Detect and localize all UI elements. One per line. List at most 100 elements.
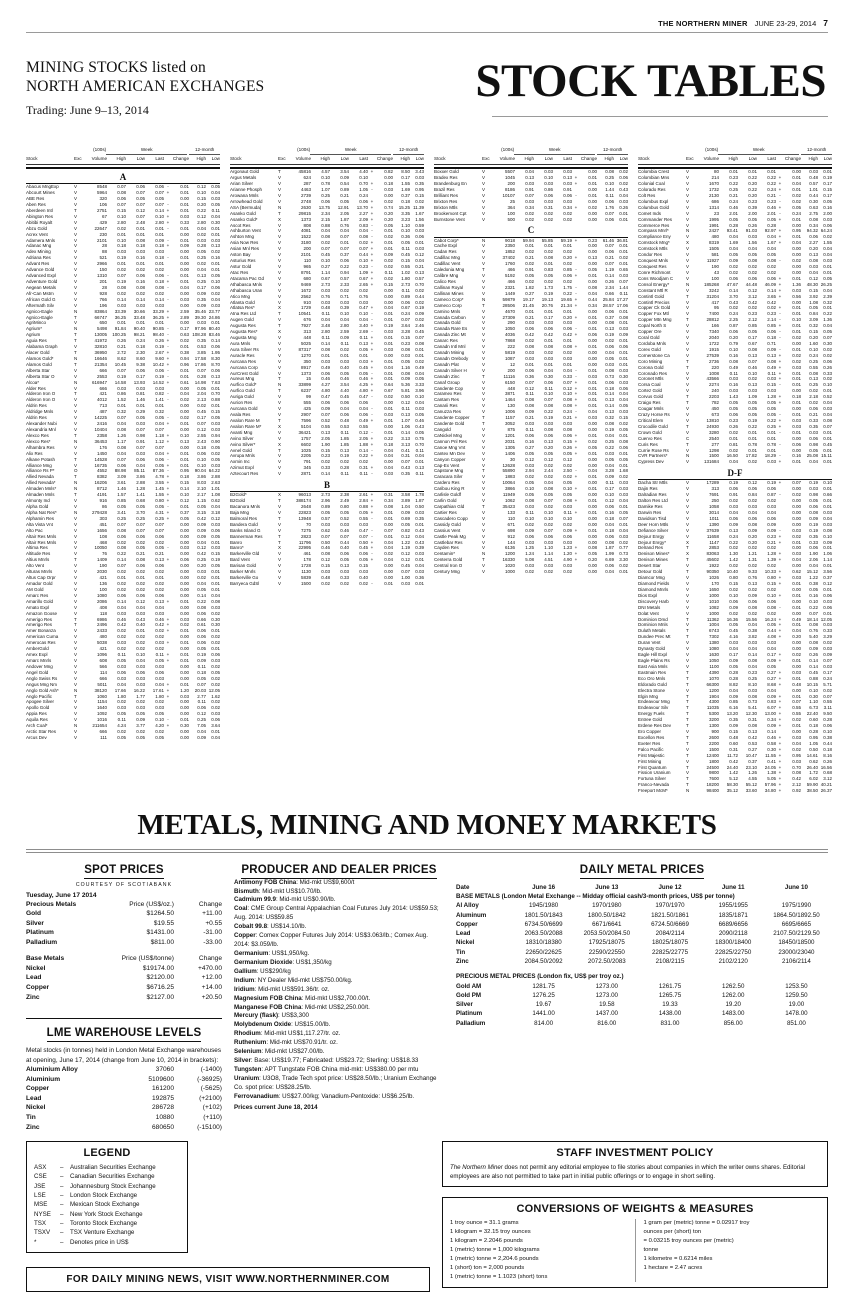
table-row[interactable]: Aston Bay V 2101 0.45 0.37 0.44 +0.09 0.45 0.12 bbox=[230, 252, 424, 258]
table-row[interactable]: Copal North S V 166 0.87 0.85 0.85 +0.01 0.32 0.… bbox=[638, 323, 832, 329]
table-row[interactable]: Condor Res V 581 0.05 0.05 0.05 0.00 0.13 0.04 bbox=[638, 252, 832, 258]
table-row[interactable]: Alkane Potash T 14528 0.07 0.06 0.06-0.01 0.10… bbox=[26, 456, 220, 462]
table-row[interactable]: Agrium* N 5498 91.84 90.40 90.85-0.17 97.96 80.… bbox=[26, 326, 220, 332]
table-row[interactable]: Damike Res V 1058 0.03 0.03 0.03 0.00 0.06 0.01 bbox=[638, 504, 832, 509]
table-row[interactable]: African Gold G V 766 0.14 0.14 0.14-0.03 0.35 0… bbox=[26, 296, 220, 302]
table-row[interactable]: Barker Mnrls V 1130 0.03 0.03 0.03 0.00 0.07 0.0… bbox=[230, 569, 424, 575]
table-row[interactable]: Cayden Res V 6136 1.25 1.10 1.23 +0.08 1.87 0.77 bbox=[434, 545, 628, 551]
table-row[interactable]: Columbus Expl V 686 0.24 0.23 0.23-0.02 0.30 0.… bbox=[638, 198, 832, 204]
table-row[interactable]: Agrium T 13005 100.25 98.21 98.40-0.63 108.28 8… bbox=[26, 332, 220, 338]
table-row[interactable]: Canadn Orebody V 1087 0.03 0.03 0.03 0.00 0.05 0… bbox=[434, 355, 628, 361]
table-row[interactable]: Amex Expl V 1096 0.11 0.10 0.11 +0.01 0.19 0.06 bbox=[26, 652, 220, 658]
table-row[interactable]: Fortuna Silver T 7600 5.12 4.55 5.05 +0.42 6.02… bbox=[638, 776, 832, 782]
table-row[interactable]: Candente Gold T 3052 0.03 0.03 0.03 0.00 0.08 0.… bbox=[434, 421, 628, 427]
table-row[interactable]: Energy Fuels T 5300 13.20 12.30 13.00 +0.55 22.… bbox=[638, 711, 832, 717]
table-row[interactable]: Colombian Mns V 214 0.23 0.22 0.22 +0.01 0.48 0.… bbox=[638, 175, 832, 181]
table-row[interactable]: Cap-Ex Vent V 12628 0.03 0.02 0.02 0.00 0.04 0.0… bbox=[434, 462, 628, 468]
table-row[interactable]: Athabasca Mnls V 9469 2.73 2.33 2.65 +0.15 2.73… bbox=[230, 281, 424, 287]
table-row[interactable]: Alturas Mnrls V 2030 0.02 0.02 0.02 0.00 0.03 0.… bbox=[26, 569, 220, 575]
table-row[interactable]: Exeter Res T 2200 0.60 0.53 0.58 +0.04 1.05 0.44 bbox=[638, 740, 832, 746]
table-row[interactable]: Cache Expl V 2350 0.01 0.01 0.01 0.00 0.07 0.01 bbox=[434, 243, 628, 249]
table-row[interactable]: Augusta Res T 7927 3.48 2.80 3.40 +0.19 3.64 2.4… bbox=[230, 323, 424, 329]
table-row[interactable]: Defiance Silver V 37639 0.13 0.09 0.09-0.03 0.… bbox=[638, 527, 832, 533]
table-row[interactable]: Corona Gold T 220 0.49 0.46 0.49 +0.03 0.55 0.26 bbox=[638, 364, 832, 370]
table-row[interactable]: Arch Coal* N 211654 4.24 3.77 4.20 +0.30 7.05 3.… bbox=[26, 723, 220, 729]
table-row[interactable]: Cartier Res V 133 0.11 0.10 0.11 +0.01 0.16 0.05 bbox=[434, 509, 628, 515]
table-row[interactable]: Eastmain Res T 4390 0.28 0.23 0.27 +0.03 0.45 0.… bbox=[638, 669, 832, 675]
table-row[interactable]: Auriga Gold V 99 0.47 0.45 0.47-0.02 0.50 0.10 bbox=[230, 394, 424, 400]
table-row[interactable]: Brixton Res V 25 0.03 0.03 0.03 0.00 0.06 0.03 bbox=[434, 198, 628, 204]
table-row[interactable]: Atac Res V 8791 1.14 0.94 1.09 +0.11 1.02 0.13 bbox=[230, 269, 424, 275]
table-row[interactable]: Comstock Mng* X 8319 1.69 1.56 1.67 +0.04 2.27 1… bbox=[638, 240, 832, 246]
table-row[interactable]: Delrand Res T 2853 0.02 0.02 0.02 0.00 0.06 0.01 bbox=[638, 545, 832, 551]
table-row[interactable]: Colonial Coal V 1670 0.22 0.20 0.22 +0.04 0.57 0… bbox=[638, 181, 832, 187]
table-row[interactable]: Constant Mtl R V 3242 0.14 0.12 0.14 +0.03 0.15… bbox=[638, 287, 832, 293]
table-row[interactable]: Currie Rose Rs V 1298 0.02 0.01 0.01 0.00 0.05 0… bbox=[638, 447, 832, 453]
table-row[interactable]: Altitude Res V 76 0.22 0.21 0.21 0.00 0.42 0.15 bbox=[26, 551, 220, 557]
table-row[interactable]: B2Gold* X 96013 2.73 2.38 2.61 +0.31 3.58 1.78 bbox=[230, 492, 424, 498]
table-row[interactable]: Cassidy Gold V 671 0.02 0.02 0.02 0.00 0.04 0.01 bbox=[434, 521, 628, 527]
table-row[interactable]: Deer Horn Mtls V 1390 0.09 0.08 0.09 0.00 0.19 0… bbox=[638, 521, 832, 527]
table-row[interactable]: Denison Mines* X 83063 1.30 1.21 1.28 +0.03 1.9… bbox=[638, 551, 832, 557]
table-row[interactable]: Carlisle Goldf V 11949 0.05 0.05 0.05 0.00 0.10… bbox=[434, 492, 628, 498]
table-row[interactable]: Arrowhead Gold V 2748 0.06 0.05 0.06 +0.02 0.18… bbox=[230, 198, 424, 204]
table-row[interactable]: Excellon Res T 2600 0.48 0.42 0.46 +0.03 0.95 0.… bbox=[638, 734, 832, 740]
table-row[interactable]: Camino Mnls V 4670 0.01 0.01 0.01 0.00 0.06 0.01 bbox=[434, 308, 628, 314]
table-row[interactable]: Aftermath Silv V 196 0.03 0.03 0.03 0.00 0.09 0.… bbox=[26, 302, 220, 308]
table-row[interactable]: Amazon Goose V 118 0.03 0.03 0.03 0.00 0.06 0.02 bbox=[26, 610, 220, 616]
table-row[interactable]: Alacer Gold T 36950 2.72 2.30 2.67 +0.38 3.85 1.… bbox=[26, 350, 220, 356]
table-row[interactable]: Callinan Royal V 2321 1.82 1.73 1.75-0.08 2.34… bbox=[434, 284, 628, 290]
table-row[interactable]: Dundee Prec Mt T 7302 4.16 3.82 4.08 +0.20 5.40… bbox=[638, 634, 832, 640]
table-row[interactable]: Copper Fox Mtl V 7400 0.24 0.23 0.23-0.01 0.84… bbox=[638, 311, 832, 317]
table-row[interactable]: Calibre Mng V 5192 0.05 0.05 0.06 +0.01 0.14 0.0… bbox=[434, 273, 628, 279]
table-row[interactable]: Eco Oro Mnls T 1070 0.28 0.25 0.27 +0.01 0.88 0.… bbox=[638, 675, 832, 681]
table-row[interactable]: Cascadero Copp V 110 0.10 0.10 0.10 0.00 0.18 0.… bbox=[434, 515, 628, 521]
table-row[interactable]: Anglo Pacific T 1060 1.80 1.77 1.80 +0.03 2.77 1… bbox=[26, 693, 220, 699]
table-row[interactable]: Dominion Dmd T 11362 16.36 15.56 16.24 +0.49 18… bbox=[638, 616, 832, 622]
table-row[interactable]: Discovery Harb V 1010 0.06 0.06 0.06 0.00 0.10 0… bbox=[638, 598, 832, 604]
table-row[interactable]: Brilliant Res V 10107 0.07 0.06 0.06-0.01 0.11… bbox=[434, 192, 628, 198]
table-row[interactable]: Colombia Crest V 80 0.01 0.01 0.01 0.00 0.03 0.0… bbox=[638, 169, 832, 175]
table-row[interactable]: Canarc Res V 7868 0.02 0.01 0.01 0.00 0.02 0.01 bbox=[434, 338, 628, 344]
table-row[interactable]: Almaden Mnls T 4191 1.57 1.41 1.55 +0.10 2.17 1.… bbox=[26, 492, 220, 498]
table-row[interactable]: Eagle Plains Rs V 1050 0.09 0.08 0.09 +0.01 0.1… bbox=[638, 657, 832, 663]
promo-banner[interactable]: FOR DAILY MINING NEWS, VISIT WWW.NORTHER… bbox=[26, 1266, 430, 1292]
table-row[interactable]: Dajin Res V 313 0.06 0.06 0.06 0.00 0.03 0.01 bbox=[638, 486, 832, 492]
table-row[interactable]: Diamcor Mng V 1026 0.80 0.76 0.80 +0.03 1.22 0.3… bbox=[638, 575, 832, 581]
table-row[interactable]: Aguia Res T 41972 0.26 0.24 0.26 +0.02 0.35 0.14 bbox=[26, 338, 220, 344]
table-row[interactable]: Dominion Mnls V 1004 0.05 0.04 0.05 +0.01 0.08 0… bbox=[638, 622, 832, 628]
table-row[interactable]: Ashburton Vent V 4081 0.04 0.04 0.04-0.01 0.10… bbox=[230, 228, 424, 234]
table-row[interactable]: Copper Ore V 7340 0.06 0.05 0.06-0.01 0.15 0.05 bbox=[638, 329, 832, 335]
table-row[interactable]: Duluth Metals T 6743 0.45 0.38 0.44 +0.04 0.76 0… bbox=[638, 628, 832, 634]
table-row[interactable]: Alamos Gold T 21354 10.45 9.38 10.42 +0.96 17.8… bbox=[26, 361, 220, 367]
table-row[interactable]: Altius Mnrls T 1409 0.14 0.08 0.13 +0.06 0.25 0.… bbox=[26, 557, 220, 563]
table-row[interactable]: Aldridge Mnls V 487 0.32 0.29 0.32 0.00 0.45 0.1… bbox=[26, 409, 220, 415]
table-row[interactable]: Calico Res V 466 0.02 0.02 0.02 0.00 0.26 0.07 bbox=[434, 278, 628, 284]
table-row[interactable]: Abzu Gold V 22647 0.02 0.01 0.01-0.01 0.04 0.01 bbox=[26, 225, 220, 231]
table-row[interactable]: Compass Mnrl* N 2427 93.41 91.03 92.97 +0.95 94… bbox=[638, 228, 832, 234]
table-row[interactable]: Altair Res Mnls V 468 0.02 0.02 0.02 0.00 0.04 0… bbox=[26, 539, 220, 545]
table-row[interactable]: Amador Gold V 136 0.02 0.02 0.02 0.00 0.04 0.01 bbox=[26, 580, 220, 586]
table-row[interactable]: Avala Res V 2907 0.07 0.06 0.06-0.03 0.13 0.05 bbox=[230, 412, 424, 418]
table-row[interactable]: Amerocas Res V 5038 0.03 0.02 0.03 +0.01 0.06 0.… bbox=[26, 640, 220, 646]
table-row[interactable]: Alcoa* N 616947 14.58 13.93 14.52 +0.61 14.98 7.… bbox=[26, 379, 220, 385]
table-row[interactable]: Augusta Mng V 448 0.11 0.09 0.11 +0.01 0.15 0.07 bbox=[230, 335, 424, 341]
table-row[interactable]: Cuervo Res C 2540 0.01 0.01 0.01 0.00 0.06 0.01 bbox=[638, 435, 832, 441]
table-row[interactable]: Angus Mng Nm V 5011 0.04 0.03 0.04 +0.01 0.07 0.… bbox=[26, 681, 220, 687]
table-row[interactable]: Bacanora Mnls V 2648 0.89 0.80 0.88 +0.08 1.04 0… bbox=[230, 504, 424, 509]
table-row[interactable]: Elgin Mng T 1904 0.09 0.08 0.09 +0.01 0.30 0.07 bbox=[638, 693, 832, 699]
table-row[interactable]: Canada Gold V 290 0.03 0.03 0.03 0.00 0.08 0.01 bbox=[434, 320, 628, 326]
table-row[interactable]: Comstock Mtls V 1505 0.04 0.04 0.04 0.00 0.20 0.… bbox=[638, 246, 832, 252]
table-row[interactable]: Endeavour Silv T 11035 6.16 5.41 6.07 +0.55 6.7… bbox=[638, 705, 832, 711]
table-row[interactable]: Barryeca GdSl V 1500 0.02 0.02 0.02-0.01 0.03 0… bbox=[230, 580, 424, 586]
table-row[interactable]: Caracara Silvr V 1883 0.02 0.02 0.02 +0.01 0.09… bbox=[434, 474, 628, 480]
table-row[interactable]: Atna Res Ltd T 10541 0.11 0.10 0.10-0.01 0.24 0… bbox=[230, 311, 424, 317]
table-row[interactable]: Avnel Gold T 1025 0.15 0.13 0.14-0.04 0.41 0.11 bbox=[230, 447, 424, 453]
table-row[interactable]: Arctic Star Res V 666 0.02 0.02 0.02 0.00 0.04 0… bbox=[26, 729, 220, 735]
table-row[interactable]: Franco-Nevada T 18200 58.30 55.12 57.96 +2.12 5… bbox=[638, 782, 832, 788]
table-row[interactable]: Alberta Star O V 2553 0.19 0.17 0.19-0.01 0.28… bbox=[26, 373, 220, 379]
table-row[interactable]: Electra Stone V 1200 0.04 0.03 0.04 0.00 0.10 0.… bbox=[638, 687, 832, 693]
table-row[interactable]: Corex Gold V 1915 0.10 0.08 0.09-0.01 0.10 0.02 bbox=[638, 346, 832, 352]
table-row[interactable]: Aurcana Res V 350 0.03 0.03 0.03 +0.01 0.05 0.02 bbox=[230, 358, 424, 364]
table-row[interactable]: Contintl Gold T 31204 3.70 3.12 3.65 +0.56 3.92… bbox=[638, 293, 832, 299]
